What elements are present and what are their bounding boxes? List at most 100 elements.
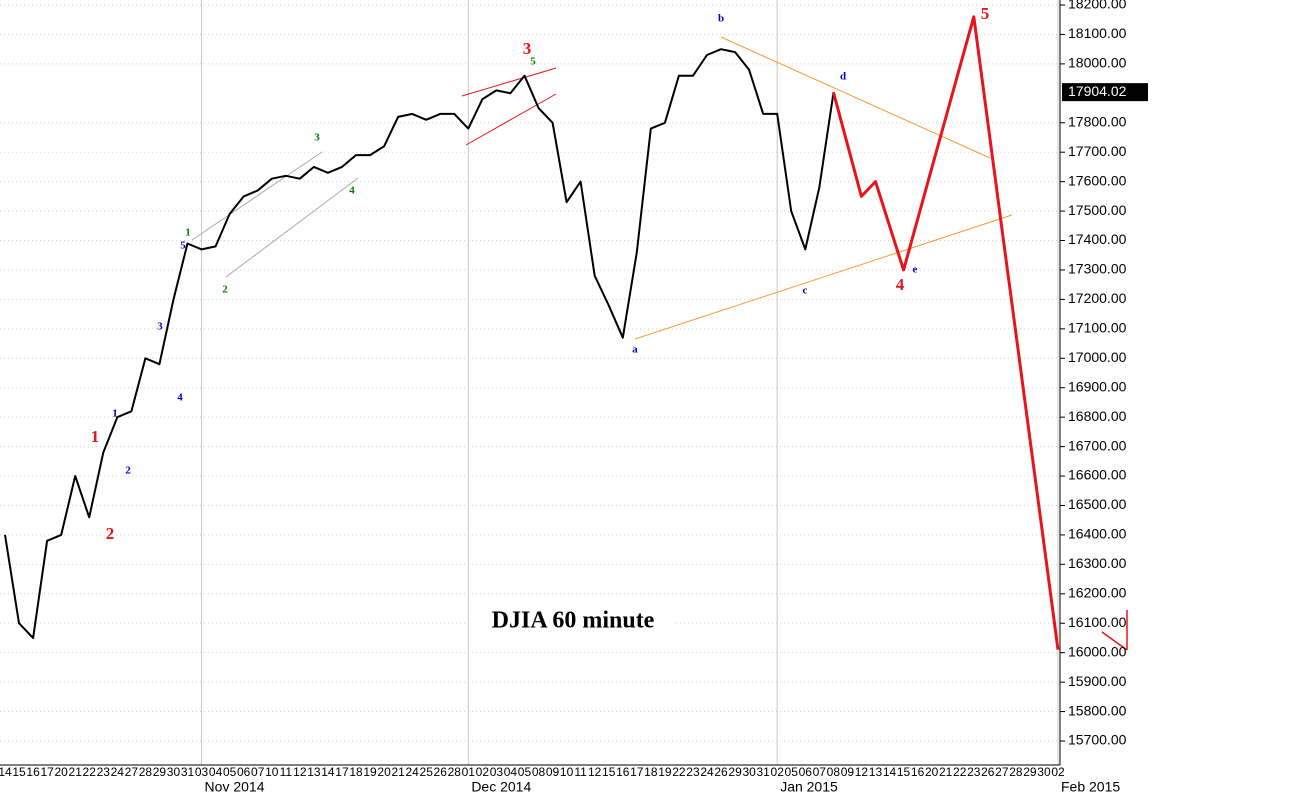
y-tick-label: 18000.00 — [1068, 55, 1127, 71]
x-tick-label: 12 — [855, 765, 869, 779]
y-tick-label: 16600.00 — [1068, 467, 1127, 483]
trend-line — [720, 36, 991, 159]
x-tick-label: 26 — [981, 765, 995, 779]
y-tick-label: 16200.00 — [1068, 585, 1127, 601]
x-tick-label: 23 — [967, 765, 981, 779]
y-tick-label: 15700.00 — [1068, 732, 1127, 748]
x-tick-label: 04 — [504, 765, 518, 779]
x-tick-label: 31 — [181, 765, 195, 779]
x-tick-label: 16 — [911, 765, 925, 779]
x-tick-label: 12 — [588, 765, 602, 779]
chart-title: DJIA 60 minute — [492, 608, 655, 634]
y-tick-label: 17800.00 — [1068, 113, 1127, 129]
wave-label: 2 — [125, 465, 131, 477]
y-tick-label: 16000.00 — [1068, 643, 1127, 659]
x-tick-label: 04 — [209, 765, 223, 779]
x-tick-label: 08 — [827, 765, 841, 779]
x-tick-label: 20 — [925, 765, 939, 779]
y-tick-label: 16900.00 — [1068, 378, 1127, 394]
y-tick-label: 16400.00 — [1068, 526, 1127, 542]
month-label: Nov 2014 — [205, 779, 265, 795]
wave-label: 5 — [530, 56, 536, 68]
x-tick-label: 17 — [40, 765, 54, 779]
x-tick-label: 19 — [363, 765, 377, 779]
wave-label: 3 — [523, 39, 532, 58]
series-line — [831, 15, 1060, 650]
wave-label: 1 — [112, 408, 118, 420]
x-tick-label: 24 — [111, 765, 125, 779]
x-tick-label: 07 — [251, 765, 265, 779]
y-tick-label: 17400.00 — [1068, 231, 1127, 247]
wave-label: d — [840, 71, 846, 83]
x-tick-label: 16 — [616, 765, 630, 779]
x-tick-label: 07 — [813, 765, 827, 779]
month-label: Feb 2015 — [1061, 779, 1120, 795]
series-line — [4, 48, 835, 639]
x-tick-label: 15 — [602, 765, 616, 779]
wave-label: 1 — [185, 227, 191, 239]
x-tick-label: 16 — [26, 765, 40, 779]
y-tick-label: 17000.00 — [1068, 349, 1127, 365]
x-tick-label: 05 — [785, 765, 799, 779]
x-tick-label: 03 — [195, 765, 209, 779]
arrow-head — [1101, 631, 1128, 651]
x-tick-label: 17 — [335, 765, 349, 779]
y-tick-label: 17100.00 — [1068, 320, 1127, 336]
x-tick-label: 28 — [139, 765, 153, 779]
wave-label: 2 — [222, 284, 228, 296]
x-tick-label: 25 — [420, 765, 434, 779]
last-price-label: 17904.02 — [1068, 83, 1127, 99]
x-tick-label: 22 — [672, 765, 686, 779]
x-tick-label: 12 — [293, 765, 307, 779]
x-tick-label: 09 — [546, 765, 560, 779]
y-tick-label: 17200.00 — [1068, 290, 1127, 306]
x-tick-label: 14 — [0, 765, 12, 779]
y-tick-label: 18200.00 — [1068, 0, 1127, 12]
x-tick-label: 17 — [630, 765, 644, 779]
y-tick-label: 16100.00 — [1068, 614, 1127, 630]
wave-label: 1 — [91, 427, 100, 446]
y-tick-label: 17700.00 — [1068, 143, 1127, 159]
x-tick-label: 21 — [69, 765, 83, 779]
x-tick-label: 10 — [560, 765, 574, 779]
x-tick-label: 05 — [518, 765, 532, 779]
x-tick-label: 03 — [490, 765, 504, 779]
x-tick-label: 24 — [700, 765, 714, 779]
y-tick-label: 17300.00 — [1068, 261, 1127, 277]
title-box — [470, 603, 676, 639]
plot — [4, 15, 1060, 650]
x-tick-label: 19 — [658, 765, 672, 779]
x-tick-label: 26 — [434, 765, 448, 779]
x-tick-label: 27 — [125, 765, 139, 779]
x-tick-label: 28 — [1009, 765, 1023, 779]
trend-line — [634, 214, 1013, 340]
channel-line — [225, 177, 359, 278]
wave-label: a — [632, 344, 638, 356]
x-tick-label: 11 — [280, 765, 293, 779]
x-tick-label: 23 — [97, 765, 111, 779]
x-tick-label: 02 — [476, 765, 490, 779]
y-tick-label: 17500.00 — [1068, 202, 1127, 218]
x-tick-label: 09 — [841, 765, 855, 779]
x-tick-label: 21 — [939, 765, 953, 779]
x-tick-label: 15 — [897, 765, 911, 779]
x-tick-label: 02 — [771, 765, 785, 779]
x-tick-label: 30 — [742, 765, 756, 779]
x-tick-label: 14 — [321, 765, 335, 779]
x-tick-label: 10 — [265, 765, 279, 779]
y-tick-label: 17600.00 — [1068, 172, 1127, 188]
wave-label: 4 — [177, 392, 183, 404]
x-tick-label: 18 — [349, 765, 363, 779]
x-tick-label: 20 — [377, 765, 391, 779]
x-tick-label: 08 — [532, 765, 546, 779]
x-tick-label: 31 — [756, 765, 770, 779]
y-tick-label: 15900.00 — [1068, 673, 1127, 689]
x-tick-label: 30 — [1037, 765, 1051, 779]
y-tick-label: 16300.00 — [1068, 555, 1127, 571]
x-tick-label: 02 — [1051, 765, 1065, 779]
x-tick-label: 11 — [574, 765, 587, 779]
x-tick-label: 30 — [167, 765, 181, 779]
